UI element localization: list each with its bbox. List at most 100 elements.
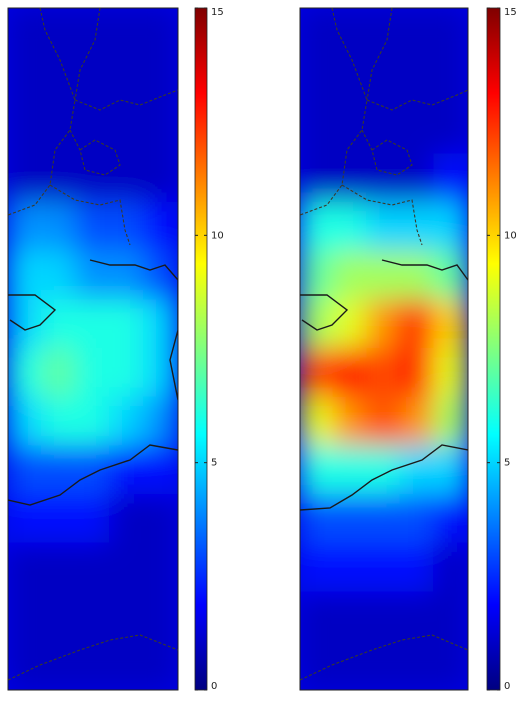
heatmap-cell	[7, 104, 43, 155]
heatmap-cell	[333, 592, 369, 643]
heatmap-cell	[75, 251, 111, 302]
heatmap-cell	[109, 202, 145, 253]
heatmap-cell	[109, 397, 145, 448]
heatmap-cell	[75, 494, 111, 545]
heatmap-cell	[333, 640, 369, 691]
figure: 051015051015	[0, 0, 525, 700]
heatmap-cell	[75, 104, 111, 155]
heatmap-cell	[299, 299, 335, 350]
heatmap-cell	[333, 153, 369, 204]
heatmap-cell	[41, 543, 77, 594]
heatmap-cell	[109, 104, 145, 155]
heatmap-cell	[7, 153, 43, 204]
heatmap-cell	[299, 56, 335, 107]
heatmap-cell	[7, 543, 43, 594]
heatmap-cell	[41, 348, 77, 399]
heatmap-cell	[366, 153, 402, 204]
heatmap-cell	[366, 543, 402, 594]
heatmap-cell	[433, 592, 469, 643]
heatmap-cell	[299, 348, 335, 399]
heatmap-cell	[299, 251, 335, 302]
heatmap-cell	[299, 445, 335, 496]
heatmap-cell	[7, 348, 43, 399]
heatmap-cell	[41, 445, 77, 496]
heatmap-cell	[400, 348, 436, 399]
heatmap-cell	[400, 153, 436, 204]
heatmap-cell	[143, 397, 179, 448]
heatmap-cells	[299, 7, 469, 691]
heatmap-cell	[299, 153, 335, 204]
heatmap-cell	[75, 640, 111, 691]
heatmap-cell	[75, 543, 111, 594]
heatmap-cell	[75, 592, 111, 643]
heatmap-cell	[7, 299, 43, 350]
heatmap-cell	[143, 7, 179, 58]
heatmap-cells	[7, 7, 179, 691]
heatmap-cell	[75, 397, 111, 448]
heatmap-cell	[433, 251, 469, 302]
heatmap-cell	[109, 348, 145, 399]
heatmap-cell	[366, 592, 402, 643]
heatmap-cell	[366, 251, 402, 302]
heatmap-cell	[433, 348, 469, 399]
heatmap-cell	[400, 104, 436, 155]
heatmap-cell	[41, 104, 77, 155]
heatmap-cell	[333, 445, 369, 496]
heatmap-cell	[41, 640, 77, 691]
colorbar	[487, 8, 500, 690]
heatmap-cell	[41, 592, 77, 643]
heatmap-cell	[143, 445, 179, 496]
heatmap-cell	[366, 299, 402, 350]
colorbar-tick-label: 5	[211, 458, 217, 469]
heatmap-cell	[299, 592, 335, 643]
heatmap-cell	[109, 592, 145, 643]
heatmap-cell	[433, 56, 469, 107]
heatmap-cell	[400, 494, 436, 545]
heatmap	[7, 7, 179, 691]
heatmap-cell	[143, 202, 179, 253]
heatmap-cell	[400, 202, 436, 253]
heatmap-cell	[433, 153, 469, 204]
heatmap-cell	[366, 7, 402, 58]
heatmap-cell	[299, 543, 335, 594]
heatmap-cell	[143, 56, 179, 107]
heatmap-cell	[7, 445, 43, 496]
heatmap-cell	[366, 104, 402, 155]
heatmap-cell	[41, 56, 77, 107]
heatmap-cell	[7, 251, 43, 302]
heatmap-cell	[333, 348, 369, 399]
heatmap	[299, 7, 469, 691]
heatmap-cell	[7, 202, 43, 253]
heatmap-cell	[400, 543, 436, 594]
heatmap-cell	[109, 494, 145, 545]
heatmap-cell	[333, 202, 369, 253]
colorbar-tick-label: 10	[504, 230, 517, 241]
heatmap-cell	[109, 153, 145, 204]
heatmap-cell	[109, 7, 145, 58]
heatmap-cell	[75, 299, 111, 350]
heatmap-cell	[143, 543, 179, 594]
colorbar-tick-label: 0	[504, 681, 510, 692]
heatmap-cell	[109, 251, 145, 302]
heatmap-cell	[299, 202, 335, 253]
colorbar-tick-label: 5	[504, 458, 510, 469]
heatmap-cell	[143, 348, 179, 399]
heatmap-cell	[333, 104, 369, 155]
heatmap-cell	[433, 104, 469, 155]
heatmap-cell	[366, 397, 402, 448]
heatmap-cell	[400, 397, 436, 448]
heatmap-cell	[333, 543, 369, 594]
heatmap-cell	[433, 7, 469, 58]
heatmap-cell	[333, 56, 369, 107]
heatmap-cell	[299, 104, 335, 155]
heatmap-cell	[433, 494, 469, 545]
heatmap-cell	[433, 445, 469, 496]
heatmap-cell	[143, 592, 179, 643]
heatmap-cell	[41, 299, 77, 350]
heatmap-cell	[143, 299, 179, 350]
heatmap-cell	[366, 445, 402, 496]
heatmap-cell	[433, 397, 469, 448]
heatmap-cell	[333, 251, 369, 302]
heatmap-cell	[433, 543, 469, 594]
heatmap-cell	[299, 640, 335, 691]
